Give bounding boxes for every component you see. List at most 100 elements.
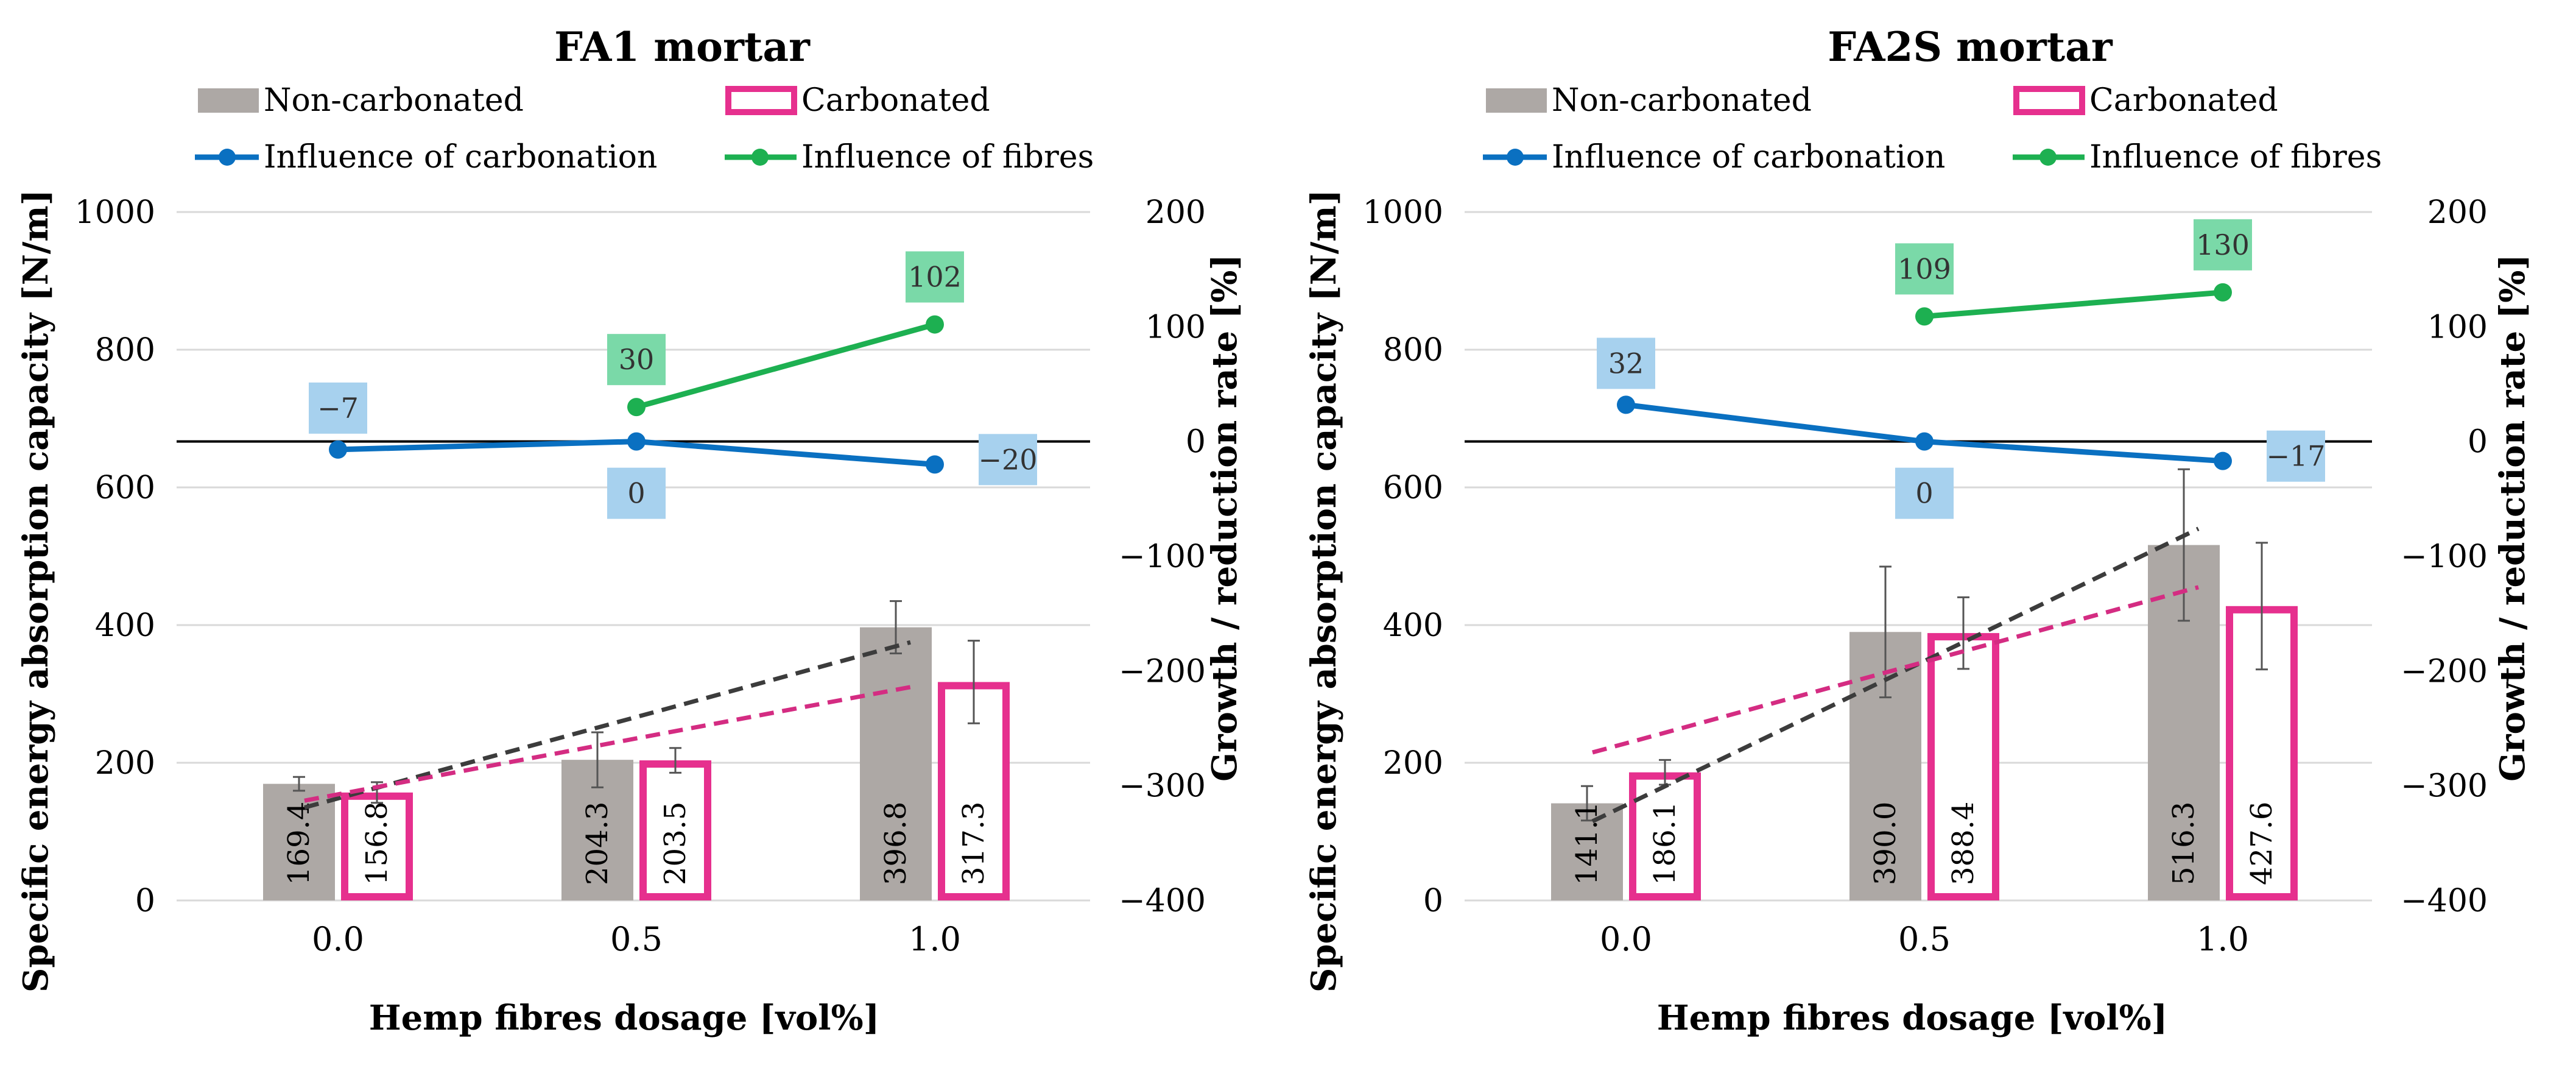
line-point	[2214, 283, 2232, 302]
data-label-box	[1895, 467, 1954, 519]
data-label-box	[979, 434, 1037, 486]
x-tick-label: 0.0	[312, 920, 364, 958]
line-influence-of-fibres	[635, 322, 936, 410]
chart-panel-1: 02004006008001000−400−300−200−1000100200…	[16, 23, 1245, 1038]
data-label: 32	[1597, 338, 1655, 389]
data-label: −20	[978, 434, 1038, 486]
bar-value-label: 427.6	[2245, 802, 2279, 885]
bar-value-label: 516.3	[2167, 802, 2201, 885]
x-tick-label: 0.0	[1600, 920, 1652, 958]
legend-label: Influence of carbonation	[264, 139, 657, 175]
data-label-text: 32	[1608, 347, 1644, 380]
y-axis-title: Specific energy absorption capacity [N/m…	[1304, 189, 1344, 992]
line-point	[1915, 432, 1934, 451]
legend-swatch-carbonation-marker	[1507, 149, 1524, 166]
data-label: 109	[1895, 243, 1954, 295]
data-label-text: −7	[317, 392, 359, 425]
chart-title: FA1 mortar	[554, 23, 811, 71]
line-point	[2214, 451, 2232, 470]
bar-noncarbonated	[860, 627, 932, 900]
bar-carbonated	[1927, 633, 1999, 901]
legend-swatch-fibres-marker	[2039, 149, 2057, 166]
legend: Non-carbonated Carbonated Influence of car…	[1483, 82, 2382, 175]
bar-value-label: 204.3	[580, 802, 614, 885]
y2-tick-label: 200	[1145, 194, 1206, 231]
x-axis-title: Hemp fibres dosage [vol%]	[369, 998, 879, 1038]
legend: Non-carbonated Carbonated Influence of car…	[195, 82, 1094, 175]
x-tick-label: 0.5	[610, 920, 663, 958]
y-tick-label: 600	[1383, 470, 1443, 506]
bar-value-label: 388.4	[1946, 802, 1980, 885]
data-label-text: −20	[978, 443, 1037, 476]
y-tick-label: 200	[95, 745, 155, 782]
y2-tick-label: −100	[2401, 539, 2488, 575]
y2-tick-label: −200	[2401, 653, 2488, 690]
y2-tick-label: −300	[2401, 768, 2488, 805]
legend-swatch-carbonation-marker	[219, 149, 236, 166]
data-label: 0	[1895, 467, 1954, 519]
legend-swatch-carbonated	[725, 86, 797, 115]
y-tick-label: 800	[1383, 332, 1443, 369]
data-label-box	[309, 382, 367, 434]
line-point	[627, 398, 646, 417]
data-label-text: 109	[1898, 252, 1951, 285]
data-label-text: 0	[627, 477, 645, 510]
data-label: 102	[906, 251, 964, 303]
data-label-box	[1895, 243, 1954, 295]
line-point	[926, 315, 944, 334]
y-tick-label: 0	[1423, 883, 1443, 919]
y2-tick-label: −400	[2401, 883, 2488, 919]
y2-tick-label: −100	[1119, 539, 1206, 575]
data-label: −7	[309, 382, 367, 434]
y2-tick-label: −300	[1119, 768, 1206, 805]
data-label-box	[906, 251, 964, 303]
data-label-text: 30	[619, 343, 655, 376]
data-label-box	[2194, 219, 2252, 271]
bar-value-label: 186.1	[1648, 802, 1682, 885]
data-label: −17	[2266, 430, 2326, 482]
data-label: 0	[607, 467, 666, 519]
line-point	[1617, 395, 1635, 414]
y2-tick-label: −400	[1119, 883, 1206, 919]
y-tick-label: 1000	[75, 194, 155, 231]
data-label-box	[607, 467, 666, 519]
data-label-text: 0	[1915, 477, 1933, 510]
y2-tick-label: 0	[1186, 424, 1206, 461]
legend-label: Influence of carbonation	[1552, 139, 1945, 175]
bar-value-label: 169.4	[282, 802, 316, 885]
legend-label: Carbonated	[2089, 82, 2278, 119]
y2-tick-label: 0	[2468, 424, 2488, 461]
data-label: 30	[607, 334, 666, 386]
y-tick-label: 600	[95, 470, 155, 506]
legend-swatch-noncarbonated	[1486, 88, 1547, 113]
y-tick-label: 1000	[1363, 194, 1443, 231]
data-label-box	[2267, 430, 2325, 482]
line-point	[329, 440, 347, 459]
legend-label: Carbonated	[801, 82, 990, 119]
bar-value-label: 156.8	[360, 802, 394, 885]
y2-tick-label: 200	[2427, 194, 2488, 231]
data-label-text: −17	[2266, 440, 2325, 473]
y-tick-label: 400	[95, 607, 155, 644]
bar-value-label: 141.1	[1570, 802, 1604, 885]
legend-swatch-fibres-marker	[751, 149, 769, 166]
line-point	[627, 432, 646, 451]
trendline-carbonated	[1592, 585, 2199, 755]
y2-tick-label: −200	[1119, 653, 1206, 690]
trendline-carbonated	[304, 685, 911, 803]
legend-label: Non-carbonated	[264, 82, 524, 119]
data-label-text: 102	[908, 261, 962, 294]
line-influence-of-fibres	[1924, 289, 2223, 319]
legend-label: Non-carbonated	[1552, 82, 1812, 119]
x-tick-label: 1.0	[2197, 920, 2249, 958]
bar-value-label: 396.8	[879, 802, 913, 885]
y2-tick-label: 100	[2427, 309, 2488, 345]
data-label: 130	[2194, 219, 2252, 271]
trendline-noncarbonated	[1591, 526, 2200, 824]
legend-swatch-noncarbonated	[198, 88, 259, 113]
data-label-box	[607, 334, 666, 386]
y-tick-label: 200	[1383, 745, 1443, 782]
bar-value-label: 390.0	[1868, 802, 1902, 885]
line-point	[1915, 307, 1934, 326]
